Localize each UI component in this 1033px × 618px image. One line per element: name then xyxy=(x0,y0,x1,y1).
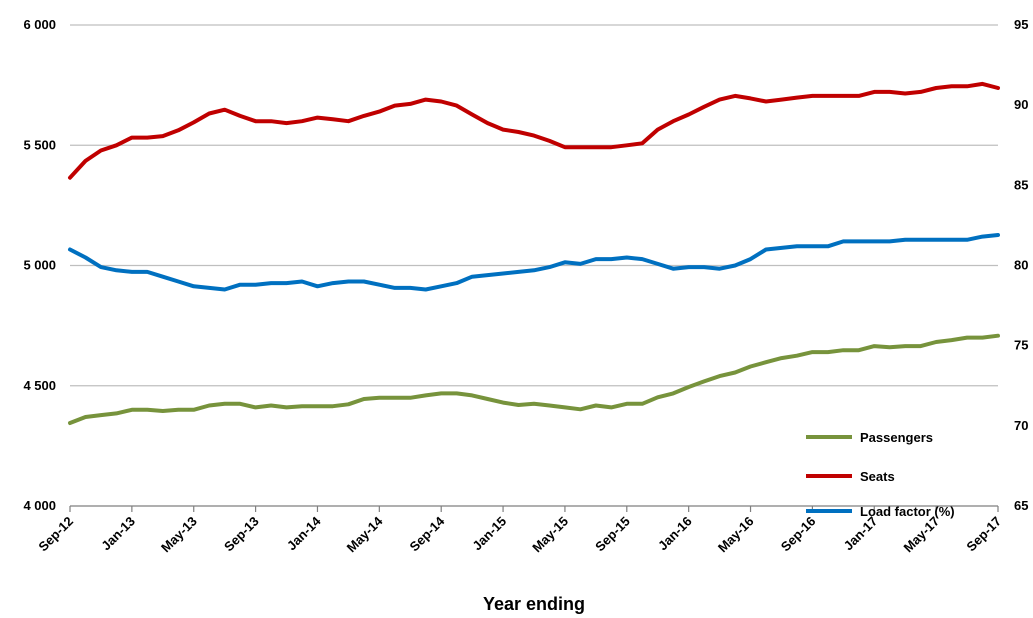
left-axis-ticks: 4 000 4 500 5 000 5 500 6 000 xyxy=(23,17,56,513)
right-tick-label: 70 xyxy=(1014,418,1028,433)
x-tick-label: Jan-17 xyxy=(841,514,881,554)
x-tick-label: May-14 xyxy=(344,513,386,555)
series-line-passengers xyxy=(68,333,1000,425)
x-tick-label: Jan-14 xyxy=(284,513,324,553)
x-tick-label: May-17 xyxy=(900,514,942,556)
x-tick-label: Jan-16 xyxy=(655,514,695,554)
x-tick-label: Sep-16 xyxy=(778,514,819,555)
x-tick-label: Sep-12 xyxy=(35,514,76,555)
x-axis-title: Year ending xyxy=(483,594,585,614)
left-tick-label: 5 000 xyxy=(23,258,56,273)
right-tick-label: 65 xyxy=(1014,498,1028,513)
left-tick-label: 4 000 xyxy=(23,498,56,513)
right-tick-label: 95 xyxy=(1014,17,1028,32)
x-tick-label: May-16 xyxy=(715,514,757,556)
left-tick-label: 5 500 xyxy=(23,137,56,152)
x-tick-label: Sep-15 xyxy=(592,514,633,555)
right-tick-label: 85 xyxy=(1014,177,1028,192)
x-tick-label: Sep-14 xyxy=(407,513,448,554)
left-tick-label: 6 000 xyxy=(23,17,56,32)
x-axis-ticks: Sep-12 Jan-13 May-13 Sep-13 Jan-14 May-14 Sep-… xyxy=(35,506,1004,555)
series-lines xyxy=(68,81,1000,425)
x-tick-label: May-15 xyxy=(529,514,571,556)
right-axis-ticks: 65 70 75 80 85 90 95 xyxy=(1014,17,1028,513)
right-tick-label: 75 xyxy=(1014,338,1028,353)
x-tick-label: May-13 xyxy=(158,514,200,556)
legend-label: Load factor (%) xyxy=(860,504,955,519)
right-tick-label: 80 xyxy=(1014,258,1028,273)
x-tick-label: Sep-17 xyxy=(963,514,1004,555)
x-tick-label: Jan-15 xyxy=(469,514,509,554)
left-tick-label: 4 500 xyxy=(23,378,56,393)
right-tick-label: 90 xyxy=(1014,97,1028,112)
x-tick-label: Sep-13 xyxy=(221,514,262,555)
legend-label: Seats xyxy=(860,469,895,484)
x-tick-label: Jan-13 xyxy=(98,514,138,554)
legend-label: Passengers xyxy=(860,430,933,445)
gridlines xyxy=(70,24,998,387)
legend: Passengers Seats Load factor (%) xyxy=(806,430,955,519)
series-line-load-factor xyxy=(68,233,1000,292)
series-line-seats xyxy=(68,81,1000,180)
